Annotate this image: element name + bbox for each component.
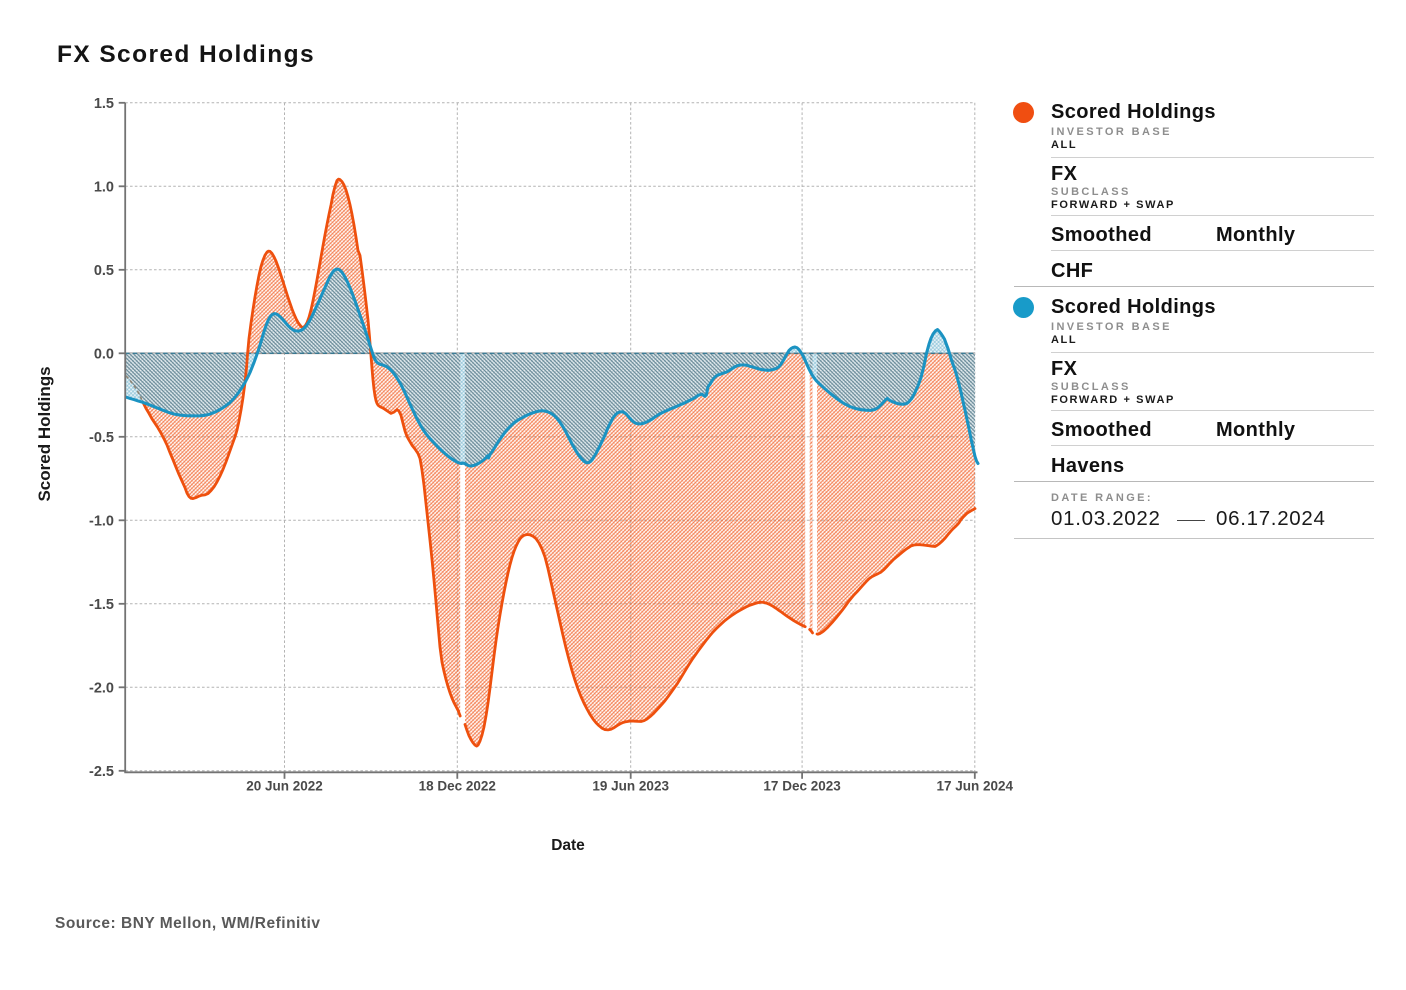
svg-text:19 Jun 2023: 19 Jun 2023 [592, 779, 669, 794]
svg-text:Scored Holdings: Scored Holdings [35, 366, 54, 501]
svg-text:0.5: 0.5 [94, 263, 114, 279]
svg-text:18 Dec 2022: 18 Dec 2022 [419, 779, 496, 794]
svg-text:1.0: 1.0 [94, 179, 114, 195]
svg-text:17 Jun 2024: 17 Jun 2024 [937, 779, 1014, 794]
svg-text:-1.5: -1.5 [89, 597, 114, 613]
svg-text:1.5: 1.5 [94, 96, 114, 112]
svg-text:Date: Date [551, 837, 585, 854]
svg-text:17 Dec 2023: 17 Dec 2023 [763, 779, 841, 794]
svg-text:-2.5: -2.5 [89, 764, 114, 780]
svg-text:20 Jun 2022: 20 Jun 2022 [246, 779, 323, 794]
svg-text:0.0: 0.0 [94, 346, 114, 362]
svg-text:-2.0: -2.0 [89, 680, 114, 696]
svg-text:-0.5: -0.5 [89, 430, 114, 446]
svg-text:-1.0: -1.0 [89, 513, 114, 529]
